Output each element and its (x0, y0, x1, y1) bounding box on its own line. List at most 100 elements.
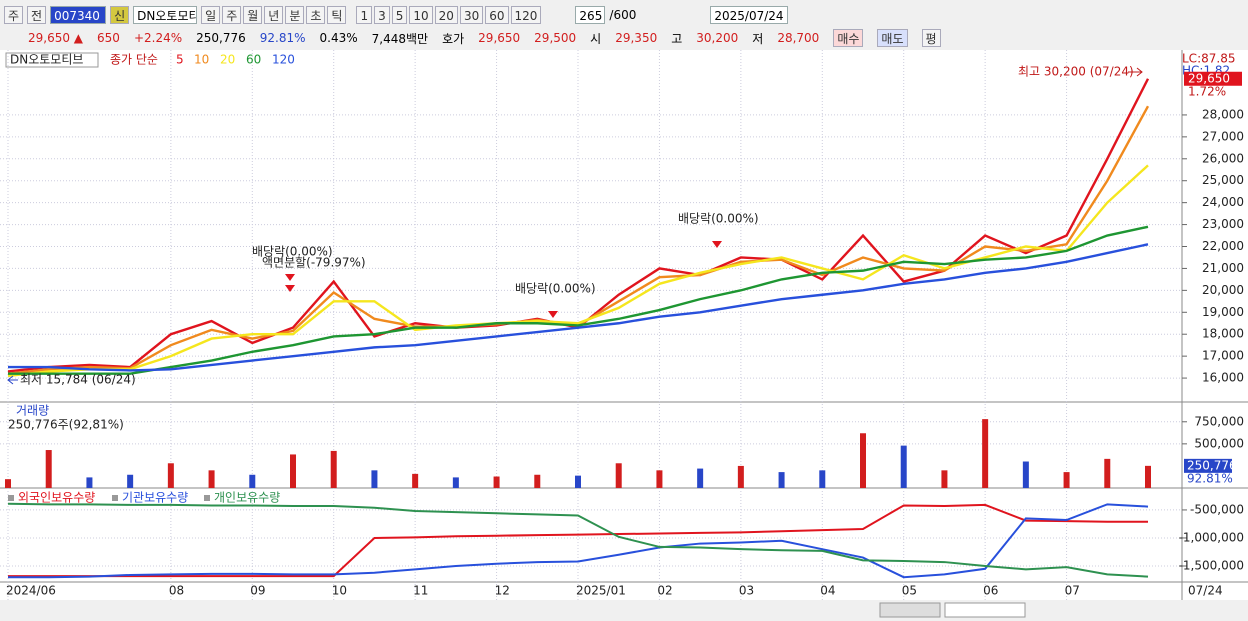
period-button[interactable]: 분 (285, 6, 305, 24)
interval-button[interactable]: 30 (459, 6, 484, 24)
low-label: 최저 15,784 (06/24) (20, 373, 136, 387)
market-button[interactable]: 주 (4, 6, 24, 24)
series-line (8, 503, 1149, 579)
interval-button[interactable]: 60 (485, 6, 509, 24)
series-line (8, 503, 1148, 578)
bid: 29,500 (534, 31, 577, 45)
low-label: 저 (752, 31, 764, 46)
scroll-track[interactable] (944, 602, 1026, 618)
y-tick-label: -1,000,000 (1179, 530, 1244, 544)
x-tick-label: 11 (413, 584, 428, 598)
volume-bar (5, 479, 11, 488)
period-button[interactable]: 월 (243, 6, 263, 24)
y-tick-label: 20,000 (1202, 283, 1244, 297)
interval-button[interactable]: 120 (510, 6, 542, 24)
volume-bar (493, 476, 500, 488)
volume-bar (697, 468, 704, 488)
annotation-marker (712, 241, 722, 248)
interval-button[interactable]: 20 (434, 6, 458, 24)
legend-entry: 20 (220, 53, 235, 67)
rate: +2.24% (133, 31, 183, 45)
interval-button[interactable]: 3 (374, 6, 390, 24)
high-label: 최고 30,200 (07/24) (1018, 65, 1134, 79)
volume-bar (737, 465, 744, 488)
volume-bar (167, 463, 174, 488)
legend-entry: 5 (176, 53, 184, 67)
period-button[interactable]: 틱 (327, 6, 347, 24)
volume-bar (1022, 461, 1029, 488)
change-label: 1.72% (1188, 84, 1226, 98)
period-button[interactable]: 일 (201, 6, 221, 24)
volume-bar (534, 474, 541, 488)
annotation: 액면분할(-79.97%) (262, 256, 366, 270)
y-tick-label: 19,000 (1202, 305, 1244, 319)
chart-area: 2024/06 08 09 10 11 12 2025/01 02 03 04 05 06 07 07/2… (0, 50, 1248, 621)
x-tick-label: 09 (250, 584, 265, 598)
last-price-box (1184, 71, 1242, 86)
period-button[interactable]: 주 (222, 6, 242, 24)
title-box (5, 52, 99, 68)
legend-entry: 120 (272, 53, 295, 67)
volume-bar (290, 454, 296, 488)
volume-bar (127, 474, 134, 488)
range-button[interactable]: 전 (27, 6, 47, 24)
sell-button[interactable]: 매도 (877, 29, 908, 47)
price: 29,650 ▲ (28, 31, 84, 45)
interval-button[interactable]: 5 (391, 6, 408, 24)
volume-bar (452, 477, 459, 488)
annotation: 배당락(0.00%) (252, 245, 333, 259)
quote-label: 호가 (442, 31, 465, 46)
y-tick-label: 24,000 (1202, 195, 1244, 209)
annotation-marker (548, 311, 558, 318)
credit-button[interactable]: 신 (110, 6, 130, 24)
volume-bar (615, 463, 622, 488)
series-line (8, 243, 1149, 372)
x-tick-label: 05 (902, 584, 917, 598)
count-input[interactable]: 265 (575, 6, 606, 24)
amount: 7,448백만 (371, 31, 429, 46)
ask: 29,650 (478, 31, 521, 45)
legend-entry: 10 (194, 53, 209, 67)
x-tick-label: 04 (820, 584, 835, 598)
volume-bar (1063, 472, 1070, 488)
scroll-controls[interactable] (879, 602, 941, 618)
scroll-bar[interactable] (0, 600, 1248, 621)
interval-button[interactable]: 1 (356, 6, 373, 24)
x-tick-label: 07 (1065, 584, 1080, 598)
buy-button[interactable]: 매수 (833, 29, 864, 47)
volume-bar (45, 450, 52, 488)
interval-button[interactable]: 10 (409, 6, 433, 24)
series-line (7, 502, 1149, 578)
y-tick-label: 27,000 (1202, 129, 1244, 143)
volume-bar (900, 445, 907, 488)
volume-bar (371, 470, 378, 488)
info-bar: 29,650 ▲ 650 +2.24% 250,776 92.81% 0.43%… (0, 28, 1248, 48)
high-arrow (1128, 67, 1143, 77)
x-tick-label: 08 (169, 584, 184, 598)
y-tick-label: -1,500,000 (1179, 558, 1244, 572)
annotation-marker (285, 274, 295, 281)
legend-entry: 60 (246, 53, 261, 67)
x-tick-label: 10 (332, 584, 347, 598)
x-tick-label: 02 (657, 584, 672, 598)
code-input[interactable]: 007340 (50, 6, 107, 24)
volume-bar (778, 472, 785, 488)
avg-button[interactable]: 평 (921, 29, 941, 47)
period-button[interactable]: 초 (306, 6, 326, 24)
period-button[interactable]: 년 (264, 6, 284, 24)
volume-bar (208, 470, 215, 488)
annotation: 배당락(0.00%) (515, 282, 596, 296)
date-input[interactable]: 2025/07/24 (710, 6, 788, 24)
x-tick-label: 06 (983, 584, 998, 598)
x-tick-label: 12 (495, 584, 510, 598)
interval-group: 1 3 5 10 20 30 60 120 (356, 6, 542, 24)
last-volume-box (1184, 458, 1232, 473)
low: 28,700 (777, 31, 820, 45)
x-tick-label: 2025/01 (576, 584, 626, 598)
panel-title: 거래량 (16, 404, 49, 418)
y-tick-label: 21,000 (1202, 261, 1244, 275)
volume-bar (330, 450, 337, 488)
volume-bar (412, 473, 419, 488)
legend-swatch (8, 495, 14, 501)
